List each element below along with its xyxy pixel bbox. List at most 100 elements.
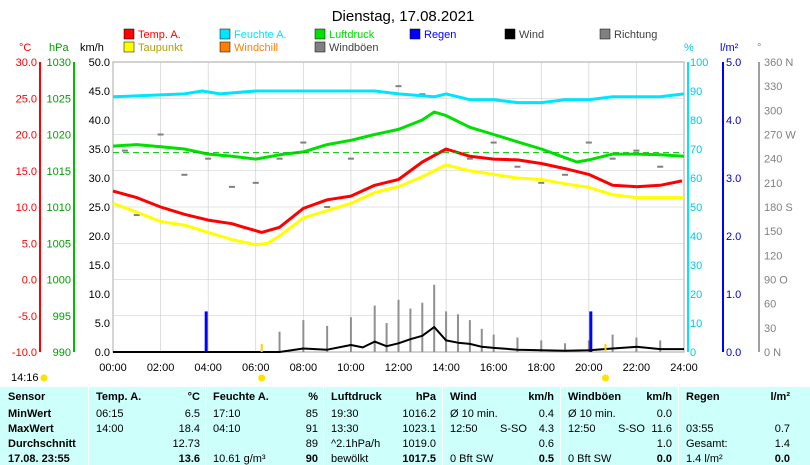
gust-bar <box>516 337 519 352</box>
legend-swatch <box>123 28 135 40</box>
stat-hum-time: 10.61 g/m³ <box>213 453 266 465</box>
pressure-tick-label: 995 <box>53 311 71 323</box>
sun-markers: 14:16 <box>11 344 609 384</box>
wind-tick-label: 5.0 <box>95 318 110 330</box>
temp-tick-label: 5.0 <box>22 238 37 250</box>
direction-tick-label: 120 <box>764 250 782 262</box>
pressure-tick-label: 1030 <box>47 57 71 69</box>
wind-tick-label: 35.0 <box>89 144 110 156</box>
humidity-tick-label: 90 <box>690 86 702 98</box>
direction-tick-label: 180 S <box>764 202 793 214</box>
legend-entry: Temp. A. <box>138 29 181 41</box>
stat-gust-time: 12:50 <box>568 423 596 435</box>
gust-bar <box>611 334 614 352</box>
direction-tick-label: 270 W <box>764 130 796 142</box>
stat-wind-dir: S-SO <box>500 423 527 435</box>
gust-bar <box>492 334 495 352</box>
stat-temp-time: 14:00 <box>96 423 124 435</box>
statistics-table: Sensor Temp. A. °C Feuchte A. % Luftdruc… <box>0 387 810 465</box>
rain-bar <box>204 311 208 352</box>
header-humidity-unit: % <box>308 391 318 403</box>
stat-gust-val: 0.0 <box>656 408 672 420</box>
time-tick-label: 06:00 <box>242 362 270 374</box>
header-pressure-unit: hPa <box>415 391 436 403</box>
stat-press-time: 19:30 <box>331 408 359 420</box>
temp-tick-label: -10.0 <box>12 347 37 359</box>
gust-bar <box>468 320 471 352</box>
legend-swatch <box>504 28 516 40</box>
legend-entry: Feuchte A. <box>234 29 287 41</box>
rain-tick-label: 1.0 <box>726 289 741 301</box>
gust-bar <box>540 340 543 352</box>
direction-point <box>181 173 188 176</box>
time-tick-label: 20:00 <box>575 362 603 374</box>
direction-point <box>466 157 473 160</box>
stat-hum-val: 90 <box>305 453 318 465</box>
direction-point <box>157 133 164 136</box>
gust-bar <box>349 317 352 352</box>
direction-point <box>538 181 545 184</box>
header-pressure: Luftdruck <box>331 391 382 403</box>
stat-gust-time: Ø 10 min. <box>568 408 616 420</box>
wind-unit: km/h <box>80 42 104 54</box>
stat-wind-time: 12:50 <box>450 423 478 435</box>
gust-bar <box>278 331 281 352</box>
direction-point <box>633 149 640 152</box>
stat-gust-val: 11.6 <box>651 423 672 435</box>
gust-bar <box>480 328 483 352</box>
legend-entry: Regen <box>424 29 456 41</box>
header-temp-unit: °C <box>187 391 200 403</box>
gust-bar <box>409 308 412 352</box>
rain-tick-label: 3.0 <box>726 173 741 185</box>
rain-unit: l/m² <box>720 42 739 54</box>
direction-point <box>419 93 426 96</box>
sun-icon <box>40 374 48 382</box>
humidity-tick-label: 0 <box>690 347 696 359</box>
header-gust-unit: km/h <box>646 391 672 403</box>
humidity-tick-label: 70 <box>690 144 702 156</box>
direction-tick-label: 30 <box>764 323 776 335</box>
legend-swatch <box>219 28 231 40</box>
wind-tick-label: 50.0 <box>89 57 110 69</box>
legend-entry: Taupunkt <box>138 42 183 54</box>
pressure-tick-label: 1020 <box>47 130 71 142</box>
direction-point <box>324 206 331 208</box>
stat-wind-val: 0.4 <box>538 408 554 420</box>
stat-temp-val: 6.5 <box>184 408 200 420</box>
legend-entry: Windböen <box>329 42 379 54</box>
axis-units: °C hPa km/h % l/m² ° <box>19 42 761 54</box>
temp-tick-label: -5.0 <box>18 311 37 323</box>
gust-bar <box>433 284 436 352</box>
stat-wind-time: 0 Bft SW <box>450 453 494 465</box>
stat-press-val: 1017.5 <box>402 453 436 465</box>
rain-tick-label: 4.0 <box>726 115 741 127</box>
header-temp: Temp. A. <box>96 391 142 403</box>
stat-press-val: 1019.0 <box>402 438 436 450</box>
humidity-tick-label: 80 <box>690 115 702 127</box>
gust-bar <box>385 323 388 352</box>
wind-tick-label: 20.0 <box>89 231 110 243</box>
stat-press-time: bewölkt <box>331 453 369 465</box>
stat-hum-time: 17:10 <box>213 408 241 420</box>
stat-press-val: 1023.1 <box>402 423 436 435</box>
humidity-unit: % <box>684 42 694 54</box>
time-tick-label: 22:00 <box>623 362 651 374</box>
temp-unit: °C <box>19 42 31 54</box>
pressure-tick-label: 1000 <box>47 275 71 287</box>
wind-tick-label: 10.0 <box>89 289 110 301</box>
wind-tick-label: 40.0 <box>89 115 110 127</box>
direction-point <box>133 214 140 217</box>
stat-gust-dir: S-SO <box>618 423 645 435</box>
direction-point <box>657 165 664 168</box>
direction-point <box>562 173 569 176</box>
direction-point <box>490 141 497 144</box>
series-line-temp-a- <box>112 147 683 234</box>
sun-icon <box>258 374 266 382</box>
gust-bar <box>564 343 567 352</box>
direction-tick-label: 360 N <box>764 57 793 69</box>
humidity-tick-label: 100 <box>690 57 708 69</box>
temp-tick-label: 15.0 <box>16 166 37 178</box>
axes: 00:00 02:00 04:00 06:00 08:00 10:00 12:00 14:00… <box>12 57 796 374</box>
time-tick-label: 04:00 <box>194 362 222 374</box>
humidity-tick-label: 40 <box>690 231 702 243</box>
